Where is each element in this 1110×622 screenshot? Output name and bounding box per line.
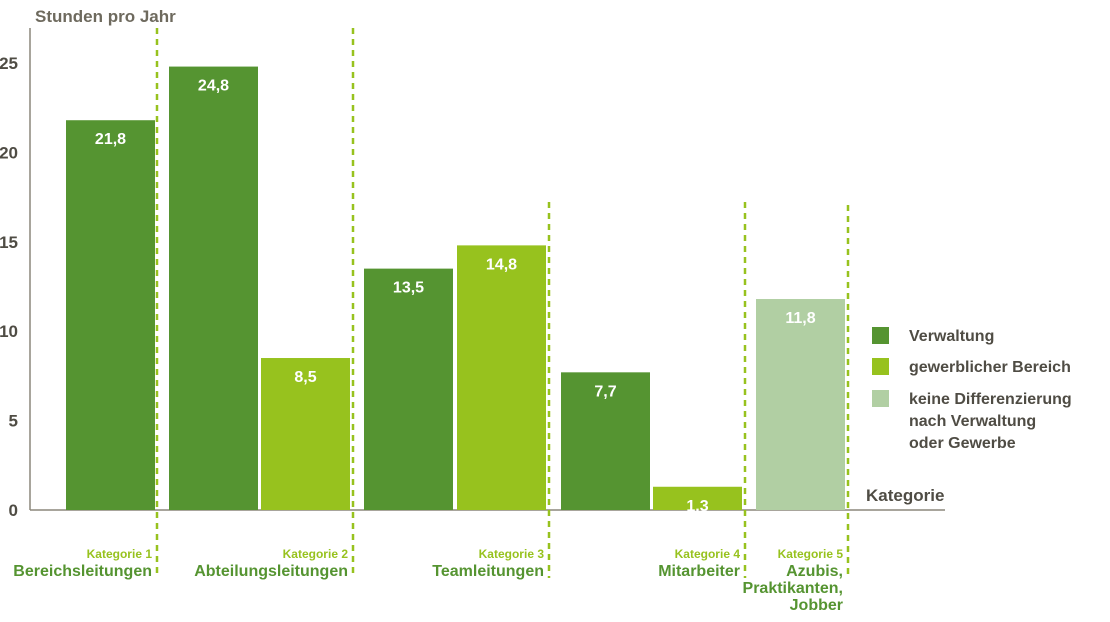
y-tick-label: 10 [0,322,18,341]
legend-label: Verwaltung [909,328,994,345]
bar-kategorie-4-series-1 [561,372,650,510]
bar-value-label: 11,8 [785,310,815,327]
bar-value-label: 24,8 [198,78,229,95]
bar-value-label: 13,5 [393,280,424,297]
legend-label: nach Verwaltung [909,413,1036,430]
category-number-label: Kategorie 5 [778,547,844,561]
category-number-label: Kategorie 3 [479,547,545,561]
category-name-label: Mitarbeiter [658,563,740,580]
category-name-label: Azubis, [786,563,843,580]
bar-value-label: 14,8 [486,256,517,273]
legend-label: gewerblicher Bereich [909,359,1071,376]
bar-value-label: 21,8 [95,131,126,148]
legend-label: keine Differenzierung [909,391,1072,408]
bar-kategorie-4-series-2 [653,486,742,510]
legend-swatch [872,327,889,344]
legend-label: oder Gewerbe [909,435,1016,452]
bar-kategorie-3-series-2 [457,245,546,510]
bar-kategorie-3-series-1 [364,268,453,510]
bar-value-label: 8,5 [294,369,316,386]
bar-kategorie-5-series-3 [756,299,845,510]
bar-kategorie-2-series-2 [261,358,350,510]
category-name-label: Praktikanten, [743,580,843,597]
legend-swatch [872,358,889,375]
bar-kategorie-2-series-1 [169,66,258,511]
bar-value-label: 1,3 [686,498,708,515]
y-tick-label: 5 [9,412,18,431]
category-number-label: Kategorie 1 [87,547,153,561]
y-tick-label: 20 [0,143,18,162]
y-tick-label: 15 [0,233,18,252]
category-name-label: Bereichsleitungen [13,563,152,580]
y-tick-label: 0 [9,501,18,520]
y-axis-title: Stunden pro Jahr [35,7,176,26]
x-axis-title: Kategorie [866,486,944,505]
legend-swatch [872,390,889,407]
category-name-label: Abteilungsleitungen [194,563,348,580]
y-tick-label: 25 [0,54,18,73]
category-name-label: Teamleitungen [432,563,544,580]
bar-kategorie-1-series-1 [66,120,155,510]
category-number-label: Kategorie 4 [675,547,741,561]
bar-value-label: 7,7 [594,383,616,400]
category-number-label: Kategorie 2 [283,547,349,561]
category-name-label: Jobber [790,597,843,614]
